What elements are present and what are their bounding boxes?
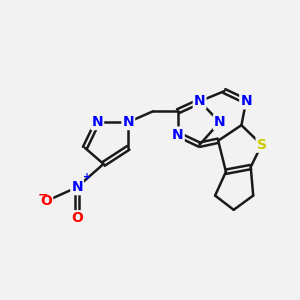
Text: N: N — [214, 115, 226, 129]
Text: O: O — [71, 211, 83, 225]
Text: N: N — [122, 115, 134, 129]
Text: N: N — [71, 180, 83, 194]
Text: +: + — [83, 172, 92, 182]
Text: N: N — [240, 94, 252, 108]
Text: N: N — [194, 94, 206, 108]
Text: S: S — [256, 138, 267, 152]
Text: O: O — [40, 194, 52, 208]
Text: N: N — [172, 128, 184, 142]
Text: −: − — [38, 188, 48, 201]
Text: N: N — [92, 115, 103, 129]
